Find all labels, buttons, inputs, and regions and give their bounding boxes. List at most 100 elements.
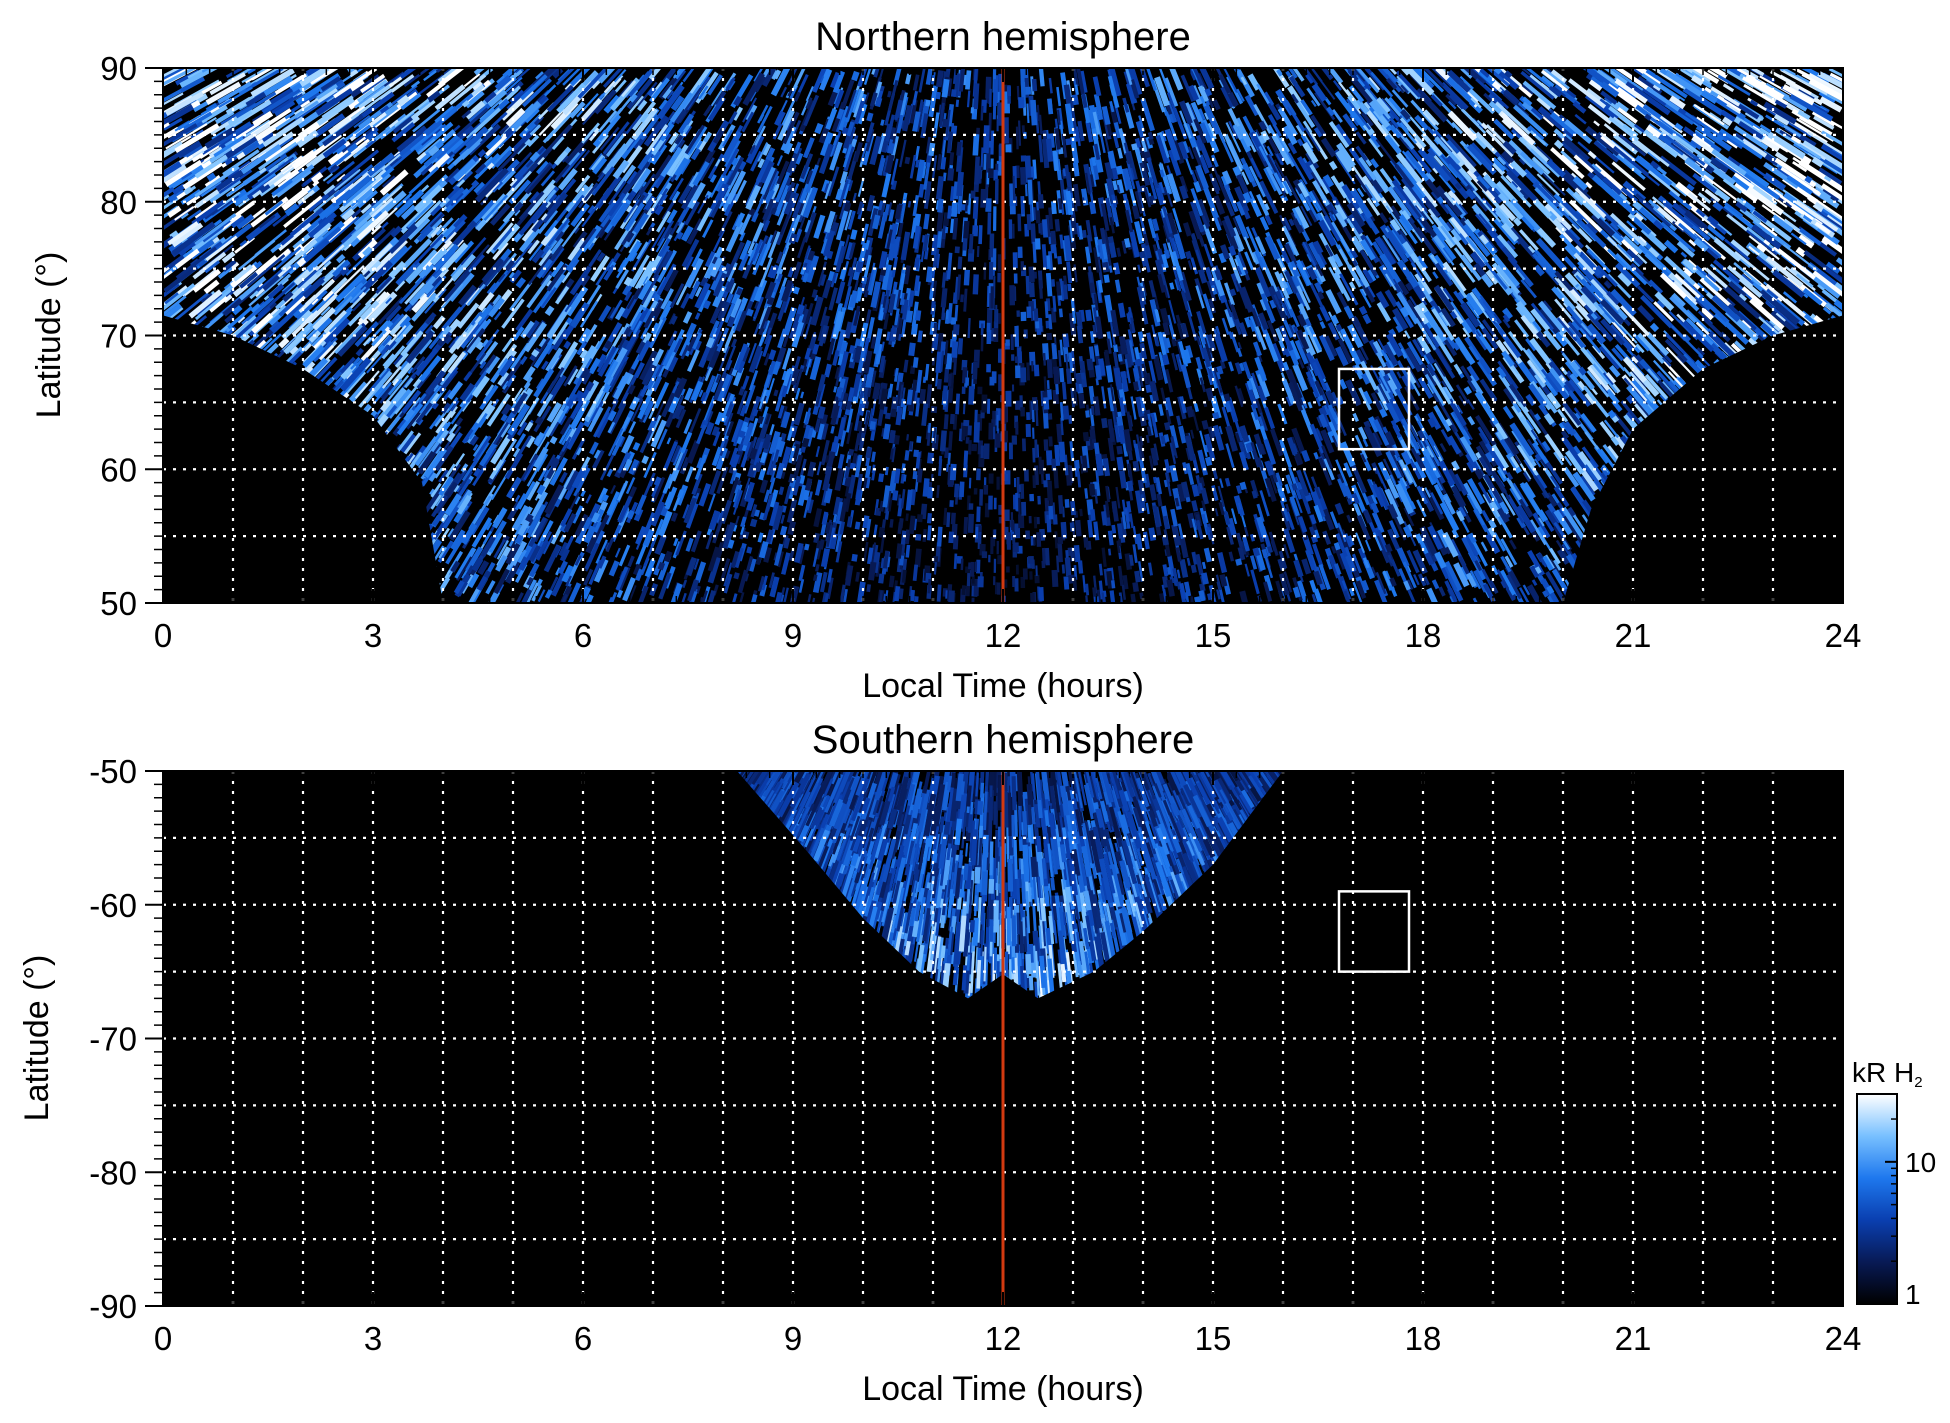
emission-streak xyxy=(912,74,920,91)
emission-streak xyxy=(946,464,949,472)
emission-streak xyxy=(947,302,953,324)
emission-streak xyxy=(512,326,525,341)
emission-streak xyxy=(1319,305,1331,322)
emission-streak xyxy=(921,403,929,426)
emission-streak xyxy=(336,173,346,182)
emission-streak xyxy=(459,337,470,349)
emission-streak xyxy=(1616,221,1641,246)
emission-streak xyxy=(916,436,922,444)
emission-streak xyxy=(1424,171,1436,184)
emission-streak xyxy=(800,391,805,399)
emission-streak xyxy=(1191,484,1200,497)
emission-streak xyxy=(854,521,861,530)
emission-streak xyxy=(957,338,964,355)
emission-streak xyxy=(1388,488,1400,508)
emission-streak xyxy=(1587,103,1613,125)
emission-streak xyxy=(1074,519,1082,537)
emission-streak xyxy=(957,256,963,270)
emission-streak xyxy=(1438,225,1457,247)
emission-streak xyxy=(1103,568,1110,586)
emission-streak xyxy=(220,101,256,125)
emission-streak xyxy=(913,275,920,291)
emission-streak xyxy=(500,358,524,389)
emission-streak xyxy=(1105,485,1111,503)
emission-streak xyxy=(724,139,741,168)
emission-streak xyxy=(761,68,777,87)
emission-streak xyxy=(1017,213,1022,232)
emission-streak xyxy=(1238,322,1248,338)
emission-streak xyxy=(963,517,969,535)
emission-streak xyxy=(434,407,450,427)
emission-streak xyxy=(1464,534,1479,557)
emission-streak xyxy=(558,414,567,426)
emission-streak xyxy=(378,368,388,378)
emission-streak xyxy=(531,584,543,602)
emission-streak xyxy=(472,435,489,458)
emission-streak xyxy=(1024,223,1030,237)
emission-streak xyxy=(851,70,860,82)
emission-streak xyxy=(801,437,810,448)
emission-streak xyxy=(752,408,759,417)
emission-streak xyxy=(860,223,869,246)
emission-streak xyxy=(1515,358,1538,386)
emission-streak xyxy=(1078,393,1086,409)
emission-streak xyxy=(1056,86,1062,107)
emission-streak xyxy=(1309,514,1317,525)
emission-streak xyxy=(1774,151,1788,163)
emission-streak xyxy=(537,209,559,235)
emission-streak xyxy=(538,337,549,349)
emission-streak xyxy=(1107,437,1116,462)
emission-streak xyxy=(523,376,533,389)
emission-streak xyxy=(1592,479,1603,493)
emission-streak xyxy=(1726,275,1758,304)
emission-streak xyxy=(682,504,690,519)
emission-streak xyxy=(1491,564,1499,576)
emission-streak xyxy=(1406,586,1417,603)
emission-streak xyxy=(1148,562,1153,576)
emission-streak xyxy=(1082,431,1090,442)
emission-streak xyxy=(1683,267,1694,277)
emission-streak xyxy=(1541,440,1551,452)
emission-streak xyxy=(1636,332,1666,365)
emission-streak xyxy=(1373,432,1383,446)
emission-streak xyxy=(1041,244,1048,269)
emission-streak xyxy=(1131,143,1138,151)
emission-streak xyxy=(1047,98,1054,115)
emission-streak xyxy=(815,563,820,572)
emission-streak xyxy=(884,466,889,476)
emission-streak xyxy=(749,417,759,437)
emission-streak xyxy=(942,588,948,597)
emission-streak xyxy=(1164,421,1171,431)
emission-streak xyxy=(368,367,392,394)
emission-streak xyxy=(1029,201,1033,222)
emission-streak xyxy=(690,147,701,161)
emission-streak xyxy=(602,68,624,89)
emission-streak xyxy=(851,88,864,114)
emission-streak xyxy=(1166,566,1172,575)
emission-streak xyxy=(381,175,397,190)
emission-streak xyxy=(1060,280,1069,300)
emission-streak xyxy=(680,388,686,396)
emission-streak xyxy=(1249,555,1258,570)
emission-streak xyxy=(936,154,942,171)
emission-streak xyxy=(1445,118,1456,129)
emission-streak xyxy=(1671,292,1686,307)
emission-streak xyxy=(1089,330,1095,344)
emission-streak xyxy=(1125,339,1135,366)
emission-streak xyxy=(1485,269,1500,285)
emission-streak xyxy=(471,179,480,188)
emission-streak xyxy=(882,423,891,440)
emission-streak xyxy=(1077,560,1084,574)
emission-streak xyxy=(792,261,802,279)
emission-streak xyxy=(770,207,777,216)
emission-streak xyxy=(684,387,694,401)
emission-streak xyxy=(549,435,558,445)
emission-streak xyxy=(1057,256,1062,265)
emission-streak xyxy=(475,340,485,351)
emission-streak xyxy=(653,381,670,409)
emission-streak xyxy=(389,313,410,337)
emission-streak xyxy=(927,422,932,433)
emission-streak xyxy=(1142,531,1150,550)
emission-streak xyxy=(888,209,895,222)
emission-streak xyxy=(650,290,658,300)
